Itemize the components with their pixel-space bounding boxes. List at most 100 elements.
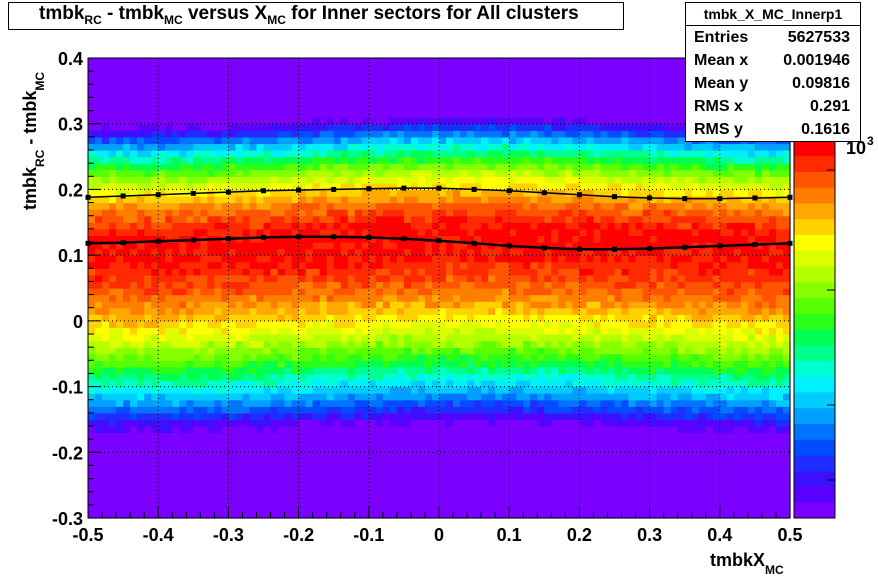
heatmap-cell <box>572 485 580 493</box>
heatmap-cell <box>158 458 166 467</box>
heatmap-cell <box>439 491 447 499</box>
heatmap-cell <box>319 196 328 204</box>
heatmap-cell <box>214 307 222 315</box>
heatmap-cell <box>137 419 145 427</box>
heatmap-cell <box>474 511 482 519</box>
heatmap-cell <box>446 235 454 243</box>
heatmap-cell <box>439 334 447 342</box>
heatmap-cell <box>642 242 651 250</box>
heatmap-cell <box>207 274 215 283</box>
heatmap-cell <box>684 268 693 276</box>
heatmap-cell <box>123 189 131 197</box>
heatmap-cell <box>417 320 426 329</box>
heatmap-cell <box>488 386 496 394</box>
heatmap-cell <box>200 386 208 394</box>
heatmap-cell <box>754 439 763 447</box>
heatmap-cell <box>544 426 552 434</box>
heatmap-cell <box>768 288 777 296</box>
heatmap-cell <box>439 274 447 283</box>
heatmap-cell <box>263 386 272 394</box>
heatmap-cell <box>782 196 791 204</box>
heatmap-cell <box>361 353 370 361</box>
heatmap-cell <box>130 373 138 381</box>
heatmap-cell <box>530 491 538 499</box>
heatmap-cell <box>417 268 426 276</box>
heatmap-cell <box>186 209 194 217</box>
heatmap-cell <box>621 215 630 223</box>
heatmap-cell <box>116 334 124 342</box>
heatmap-cell <box>375 248 384 256</box>
heatmap-cell <box>453 340 461 348</box>
heatmap-cell <box>109 373 117 381</box>
heatmap-cell <box>417 406 426 414</box>
heatmap-cell <box>354 373 363 381</box>
heatmap-cell <box>319 419 328 427</box>
heatmap-cell <box>347 268 356 276</box>
heatmap-cell <box>768 347 777 355</box>
heatmap-cell <box>537 340 545 348</box>
heatmap-cell <box>88 458 96 467</box>
heatmap-cell <box>677 353 686 361</box>
heatmap-cell <box>502 360 510 368</box>
heatmap-cell <box>747 491 756 499</box>
heatmap-cell <box>389 360 398 368</box>
heatmap-cell <box>614 498 623 506</box>
heatmap-cell <box>340 485 349 493</box>
heatmap-cell <box>649 347 658 355</box>
heatmap-cell <box>523 478 531 486</box>
heatmap-cell <box>116 491 124 499</box>
heatmap-cell <box>179 353 187 361</box>
heatmap-cell <box>109 465 117 473</box>
heatmap-cell <box>467 196 475 204</box>
heatmap-cell <box>726 491 735 499</box>
heatmap-cell <box>530 314 538 322</box>
heatmap-cell <box>663 288 672 296</box>
heatmap-cell <box>151 268 159 276</box>
heatmap-cell <box>691 393 700 401</box>
heatmap-cell <box>382 353 391 361</box>
heatmap-cell <box>277 334 286 342</box>
heatmap-cell <box>782 334 791 342</box>
heatmap-cell <box>747 288 756 296</box>
heatmap-cell <box>123 268 131 276</box>
heatmap-cell <box>747 320 756 329</box>
heatmap-cell <box>740 452 749 460</box>
heatmap-cell <box>761 307 770 315</box>
heatmap-cell <box>221 189 229 197</box>
heatmap-cell <box>677 222 686 230</box>
heatmap-cell <box>207 327 215 335</box>
heatmap-cell <box>263 491 272 499</box>
heatmap-cell <box>502 261 510 269</box>
heatmap-cell <box>551 399 559 407</box>
heatmap-cell <box>607 281 616 289</box>
heatmap-cell <box>509 491 517 499</box>
heatmap-cell <box>530 281 538 289</box>
heatmap-cell <box>691 235 700 243</box>
heatmap-cell <box>368 419 377 427</box>
heatmap-cell <box>319 301 328 309</box>
heatmap-cell <box>228 334 237 342</box>
heatmap-cell <box>361 511 370 519</box>
heatmap-cell <box>347 485 356 493</box>
heatmap-cell <box>488 426 496 434</box>
heatmap-cell <box>375 215 384 223</box>
heatmap-cell <box>775 380 784 388</box>
heatmap-cell <box>747 439 756 447</box>
heatmap-cell <box>565 366 573 375</box>
heatmap-cell <box>214 327 222 335</box>
heatmap-cell <box>263 478 272 486</box>
heatmap-cell <box>446 366 454 375</box>
heatmap-cell <box>333 334 342 342</box>
heatmap-cell <box>782 393 791 401</box>
heatmap-cell <box>354 347 363 355</box>
heatmap-cell <box>565 498 573 506</box>
heatmap-cell <box>130 261 138 269</box>
heatmap-cell <box>249 281 258 289</box>
heatmap-cell <box>754 248 763 256</box>
heatmap-cell <box>137 347 145 355</box>
heatmap-cell <box>684 288 693 296</box>
heatmap-cell <box>523 301 531 309</box>
heatmap-cell <box>740 386 749 394</box>
heatmap-cell <box>775 307 784 315</box>
heatmap-cell <box>544 294 552 302</box>
